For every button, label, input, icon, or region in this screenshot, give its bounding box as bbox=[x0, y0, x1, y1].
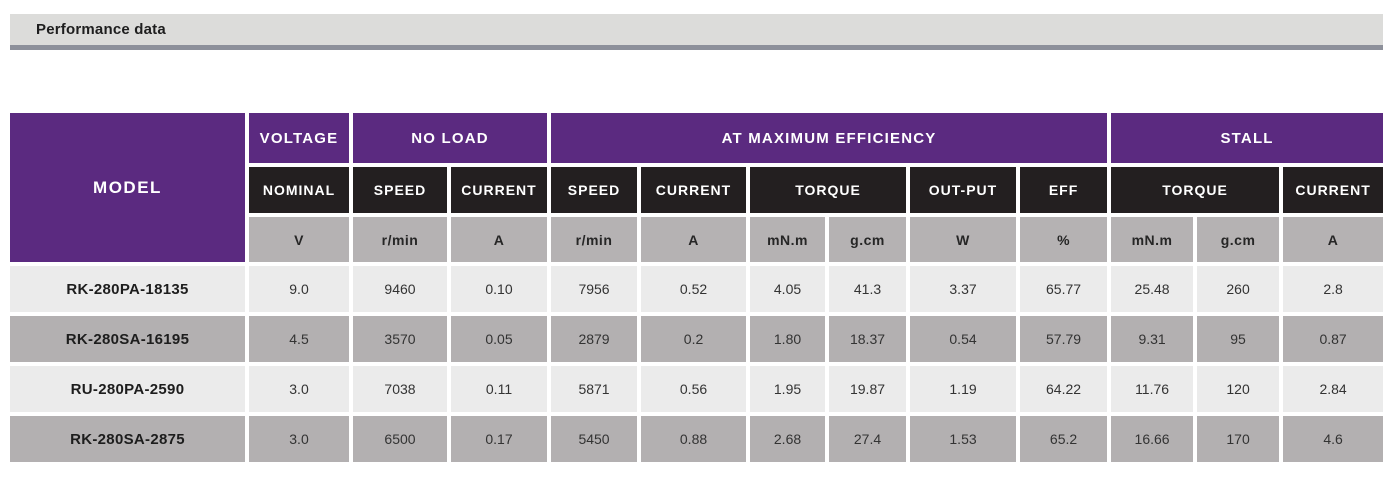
data-cell: 16.66 bbox=[1111, 416, 1194, 462]
unit-maxeff-torque-gcm: g.cm bbox=[829, 217, 907, 262]
section-title-bar: Performance data bbox=[10, 14, 1383, 50]
data-cell: 95 bbox=[1197, 316, 1280, 362]
unit-maxeff-current: A bbox=[641, 217, 747, 262]
data-cell: 18.37 bbox=[829, 316, 907, 362]
data-cell: 0.88 bbox=[641, 416, 747, 462]
unit-stall-current: A bbox=[1283, 217, 1384, 262]
section-title: Performance data bbox=[36, 21, 166, 38]
data-cell: 5450 bbox=[551, 416, 638, 462]
model-name-cell: RK-280SA-2875 bbox=[10, 416, 245, 462]
data-cell: 7956 bbox=[551, 266, 638, 312]
data-cell: 0.52 bbox=[641, 266, 747, 312]
table-row: RU-280PA-2590 3.0 7038 0.11 5871 0.56 1.… bbox=[10, 366, 1384, 412]
data-cell: 0.2 bbox=[641, 316, 747, 362]
unit-maxeff-speed: r/min bbox=[551, 217, 638, 262]
data-cell: 2.68 bbox=[750, 416, 826, 462]
data-cell: 4.5 bbox=[249, 316, 349, 362]
model-column-header: MODEL bbox=[10, 113, 245, 262]
data-cell: 25.48 bbox=[1111, 266, 1194, 312]
data-cell: 7038 bbox=[353, 366, 447, 412]
model-name-cell: RK-280PA-18135 bbox=[10, 266, 245, 312]
data-cell: 11.76 bbox=[1111, 366, 1194, 412]
data-cell: 3.0 bbox=[249, 416, 349, 462]
group-header-at-maximum-efficiency: AT MAXIMUM EFFICIENCY bbox=[551, 113, 1108, 163]
units-row: V r/min A r/min A mN.m g.cm W % mN.m g.c… bbox=[10, 217, 1384, 262]
subheader-maxeff-torque: TORQUE bbox=[750, 167, 907, 213]
data-cell: 3.37 bbox=[910, 266, 1017, 312]
subheader-maxeff-current: CURRENT bbox=[641, 167, 747, 213]
subheader-noload-current: CURRENT bbox=[451, 167, 548, 213]
data-cell: 9460 bbox=[353, 266, 447, 312]
data-cell: 0.56 bbox=[641, 366, 747, 412]
data-cell: 9.31 bbox=[1111, 316, 1194, 362]
data-cell: 3.0 bbox=[249, 366, 349, 412]
data-cell: 4.05 bbox=[750, 266, 826, 312]
data-cell: 1.19 bbox=[910, 366, 1017, 412]
data-cell: 0.10 bbox=[451, 266, 548, 312]
data-cell: 170 bbox=[1197, 416, 1280, 462]
unit-voltage: V bbox=[249, 217, 349, 262]
data-cell: 41.3 bbox=[829, 266, 907, 312]
table-row: RK-280SA-2875 3.0 6500 0.17 5450 0.88 2.… bbox=[10, 416, 1384, 462]
subheader-stall-torque: TORQUE bbox=[1111, 167, 1280, 213]
data-cell: 5871 bbox=[551, 366, 638, 412]
subheader-stall-current: CURRENT bbox=[1283, 167, 1384, 213]
data-cell: 9.0 bbox=[249, 266, 349, 312]
data-cell: 0.87 bbox=[1283, 316, 1384, 362]
data-cell: 27.4 bbox=[829, 416, 907, 462]
data-cell: 2.84 bbox=[1283, 366, 1384, 412]
data-cell: 260 bbox=[1197, 266, 1280, 312]
unit-maxeff-torque-mnm: mN.m bbox=[750, 217, 826, 262]
data-cell: 19.87 bbox=[829, 366, 907, 412]
data-cell: 3570 bbox=[353, 316, 447, 362]
subheader-row: NOMINAL SPEED CURRENT SPEED CURRENT TORQ… bbox=[10, 167, 1384, 213]
table-row: RK-280PA-18135 9.0 9460 0.10 7956 0.52 4… bbox=[10, 266, 1384, 312]
data-cell: 0.17 bbox=[451, 416, 548, 462]
data-cell: 2879 bbox=[551, 316, 638, 362]
unit-noload-current: A bbox=[451, 217, 548, 262]
unit-output-w: W bbox=[910, 217, 1017, 262]
group-header-voltage: VOLTAGE bbox=[249, 113, 349, 163]
data-cell: 1.80 bbox=[750, 316, 826, 362]
subheader-nominal: NOMINAL bbox=[249, 167, 349, 213]
data-cell: 64.22 bbox=[1020, 366, 1108, 412]
data-cell: 0.11 bbox=[451, 366, 548, 412]
group-header-stall: STALL bbox=[1111, 113, 1384, 163]
data-cell: 1.95 bbox=[750, 366, 826, 412]
data-cell: 65.77 bbox=[1020, 266, 1108, 312]
data-cell: 2.8 bbox=[1283, 266, 1384, 312]
unit-stall-torque-mnm: mN.m bbox=[1111, 217, 1194, 262]
data-cell: 120 bbox=[1197, 366, 1280, 412]
unit-eff-percent: % bbox=[1020, 217, 1108, 262]
subheader-maxeff-eff: EFF bbox=[1020, 167, 1108, 213]
subheader-maxeff-speed: SPEED bbox=[551, 167, 638, 213]
subheader-maxeff-output: OUT-PUT bbox=[910, 167, 1017, 213]
group-header-no-load: NO LOAD bbox=[353, 113, 548, 163]
data-cell: 65.2 bbox=[1020, 416, 1108, 462]
data-cell: 6500 bbox=[353, 416, 447, 462]
data-cell: 57.79 bbox=[1020, 316, 1108, 362]
unit-stall-torque-gcm: g.cm bbox=[1197, 217, 1280, 262]
model-name-cell: RK-280SA-16195 bbox=[10, 316, 245, 362]
model-name-cell: RU-280PA-2590 bbox=[10, 366, 245, 412]
data-cell: 0.54 bbox=[910, 316, 1017, 362]
subheader-noload-speed: SPEED bbox=[353, 167, 447, 213]
group-header-row: MODEL VOLTAGE NO LOAD AT MAXIMUM EFFICIE… bbox=[10, 113, 1384, 262]
data-cell: 0.05 bbox=[451, 316, 548, 362]
table-row: RK-280SA-16195 4.5 3570 0.05 2879 0.2 1.… bbox=[10, 316, 1384, 362]
data-cell: 1.53 bbox=[910, 416, 1017, 462]
performance-table: MODEL VOLTAGE NO LOAD AT MAXIMUM EFFICIE… bbox=[6, 109, 1387, 466]
unit-noload-speed: r/min bbox=[353, 217, 447, 262]
data-cell: 4.6 bbox=[1283, 416, 1384, 462]
